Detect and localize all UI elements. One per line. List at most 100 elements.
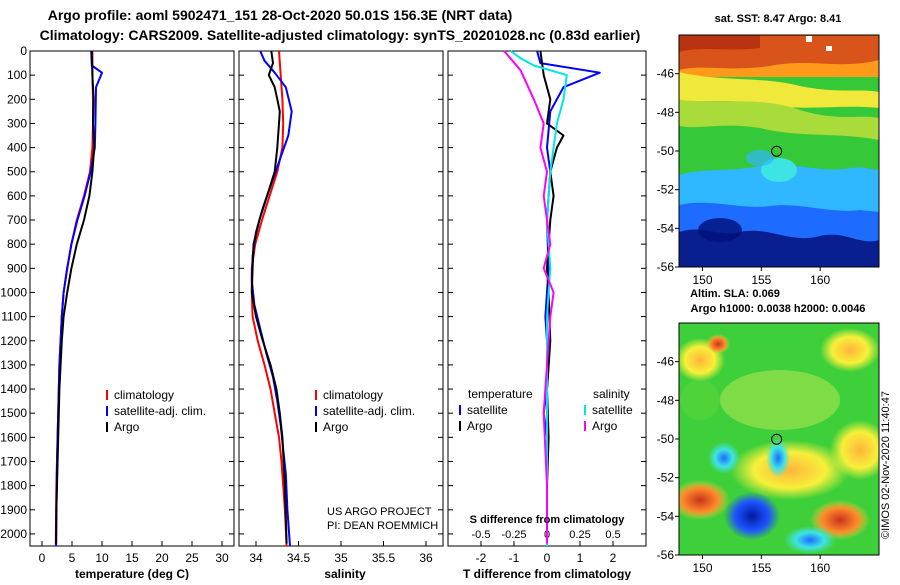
salinity-series-climatology bbox=[250, 50, 288, 547]
depth-tick-label: 2000 bbox=[0, 527, 27, 541]
salinity-xtick-label: 35 bbox=[334, 551, 348, 565]
sla_map-ytick-label: -46 bbox=[657, 355, 675, 369]
difference-xtick-label: 0 bbox=[544, 551, 551, 565]
depth-tick-label: 900 bbox=[7, 261, 27, 275]
sla-field bbox=[679, 323, 879, 555]
sla_map-xtick-label: 150 bbox=[693, 561, 713, 575]
temperature-series-argo bbox=[55, 50, 96, 544]
difference-legend-title-left: temperature bbox=[468, 387, 533, 401]
temperature-legend-item: climatology bbox=[114, 388, 174, 402]
difference-y-ticks bbox=[448, 50, 646, 535]
depth-axis: 0 100 200 300 400 500 600 700 800 900 1000 1100 1200… bbox=[0, 44, 27, 541]
sla-map-title: Altim. SLA: 0.069 bbox=[690, 288, 780, 300]
depth-tick-label: 1500 bbox=[0, 406, 27, 420]
difference-xtick-label: -1 bbox=[509, 551, 520, 565]
temperature-legend-item: Argo bbox=[114, 420, 140, 434]
salinity-lines bbox=[250, 50, 293, 547]
temperature-y-ticks bbox=[30, 50, 234, 535]
sst_map-ytick-label: -56 bbox=[657, 260, 675, 274]
difference-legend-item: Argo bbox=[467, 419, 493, 433]
sla_map-xtick-label: 160 bbox=[810, 561, 830, 575]
salinity-xtick-label: 36 bbox=[419, 551, 433, 565]
imos-stamp: ©IMOS 02-Nov-2020 11:40:47 bbox=[880, 391, 892, 539]
depth-tick-label: 1800 bbox=[0, 479, 27, 493]
temperature-xtick-label: 15 bbox=[125, 551, 139, 565]
sst-map-y-ticks: -46 -48 -50 -52 -54 -56 bbox=[657, 67, 679, 274]
difference-series-temperature-argo bbox=[539, 50, 565, 544]
credit-project: US ARGO PROJECT bbox=[327, 506, 432, 518]
depth-tick-label: 1300 bbox=[0, 358, 27, 372]
difference-legend-item: Argo bbox=[592, 419, 618, 433]
difference-series-salinity-satellite bbox=[510, 50, 568, 546]
temperature-panel: 0 5 10 15 20 25 30 climatology satellite-adj. c… bbox=[29, 50, 235, 581]
depth-tick-label: 800 bbox=[7, 237, 27, 251]
difference-lines bbox=[503, 50, 601, 546]
salinity-series-satellite-adj-clim bbox=[250, 50, 293, 547]
difference-xtick-label: 2 bbox=[610, 551, 617, 565]
difference-legend-item: satellite bbox=[467, 403, 508, 417]
temperature-series-satellite-adj-clim bbox=[55, 50, 103, 547]
depth-tick-label: 100 bbox=[7, 68, 27, 82]
depth-tick-label: 1100 bbox=[1, 310, 27, 324]
temperature-xtick-label: 10 bbox=[95, 551, 109, 565]
salinity-xlabel: salinity bbox=[324, 567, 366, 580]
salinity-legend-item: climatology bbox=[323, 388, 383, 402]
salinity-frame bbox=[238, 50, 444, 547]
sst_map-ytick-label: -46 bbox=[657, 67, 675, 81]
sst-map-argo-marker bbox=[771, 145, 783, 157]
depth-tick-label: 1000 bbox=[0, 285, 27, 299]
depth-tick-label: 200 bbox=[7, 92, 27, 106]
sla_map-ytick-label: -50 bbox=[657, 432, 675, 446]
sla_map-ytick-label: -48 bbox=[657, 393, 675, 407]
sst_map-ytick-label: -54 bbox=[657, 221, 675, 235]
depth-tick-label: 400 bbox=[7, 141, 27, 155]
salinity-legend: climatology satellite-adj. clim. Argo bbox=[315, 388, 415, 434]
depth-tick-label: 1700 bbox=[0, 454, 27, 468]
depth-tick-label: 1600 bbox=[0, 430, 27, 444]
sla-map-x-ticks: 150 155 160 bbox=[693, 555, 831, 575]
difference-x-ticks: -2 -1 0 1 2 bbox=[476, 541, 617, 565]
salinity-y-ticks bbox=[239, 50, 443, 535]
sla-map: Altim. SLA: 0.069 Argo h1000: 0.0038 h20… bbox=[657, 288, 880, 575]
temperature-series-climatology bbox=[54, 51, 94, 547]
salinity-legend-item: Argo bbox=[323, 420, 349, 434]
temperature-legend: climatology satellite-adj. clim. Argo bbox=[106, 388, 206, 434]
difference-x2tick-label: 0.25 bbox=[569, 529, 590, 541]
salinity-xtick-label: 34 bbox=[249, 551, 263, 565]
depth-tick-label: 300 bbox=[7, 116, 27, 130]
salinity-legend-item: satellite-adj. clim. bbox=[323, 404, 415, 418]
salinity-panel: 34 34.5 35 35.5 36 climatology satellite-adj.… bbox=[238, 50, 444, 581]
sla_map-ytick-label: -54 bbox=[657, 509, 675, 523]
difference-x2tick-label: 0.5 bbox=[605, 529, 620, 541]
difference-legend-item: satellite bbox=[592, 403, 633, 417]
difference-panel: -2 -1 0 1 2 -0.5 -0.25 0 0.25 0.5 temperature sal… bbox=[447, 50, 647, 581]
depth-tick-label: 700 bbox=[7, 213, 27, 227]
title-line-1: Argo profile: aoml 5902471_151 28-Oct-20… bbox=[48, 7, 513, 23]
depth-tick-label: 1200 bbox=[0, 334, 27, 348]
salinity-series-argo bbox=[250, 50, 288, 544]
sla-map-argo-marker bbox=[771, 433, 783, 445]
temperature-xtick-label: 20 bbox=[155, 551, 169, 565]
temperature-xlabel: temperature (deg C) bbox=[75, 567, 189, 580]
temperature-legend-item: satellite-adj. clim. bbox=[114, 404, 206, 418]
sst_map-ytick-label: -50 bbox=[657, 144, 675, 158]
temperature-frame bbox=[29, 50, 235, 547]
difference-xlabel: T difference from climatology bbox=[463, 567, 631, 580]
depth-tick-label: 1900 bbox=[0, 503, 27, 517]
salinity-xtick-label: 34.5 bbox=[287, 551, 311, 565]
temperature-xtick-label: 25 bbox=[185, 551, 199, 565]
depth-tick-label: 0 bbox=[20, 44, 27, 58]
difference-series-salinity-argo bbox=[503, 50, 555, 544]
credit-pi: PI: DEAN ROEMMICH bbox=[327, 520, 438, 532]
sst_map-xtick-label: 150 bbox=[693, 273, 713, 287]
sla_map-xtick-label: 155 bbox=[751, 561, 771, 575]
temperature-x-ticks: 0 5 10 15 20 25 30 bbox=[39, 541, 229, 565]
sla_map-ytick-label: -52 bbox=[657, 471, 675, 485]
sst-map-title: sat. SST: 8.47 Argo: 8.41 bbox=[715, 13, 842, 25]
title-line-2: Climatology: CARS2009. Satellite-adjuste… bbox=[40, 27, 641, 43]
temperature-xtick-label: 5 bbox=[69, 551, 76, 565]
sst-field bbox=[679, 35, 879, 267]
temperature-xtick-label: 30 bbox=[215, 551, 229, 565]
temperature-lines bbox=[54, 50, 103, 547]
sst-map-x-ticks: 150 155 160 bbox=[693, 267, 831, 287]
